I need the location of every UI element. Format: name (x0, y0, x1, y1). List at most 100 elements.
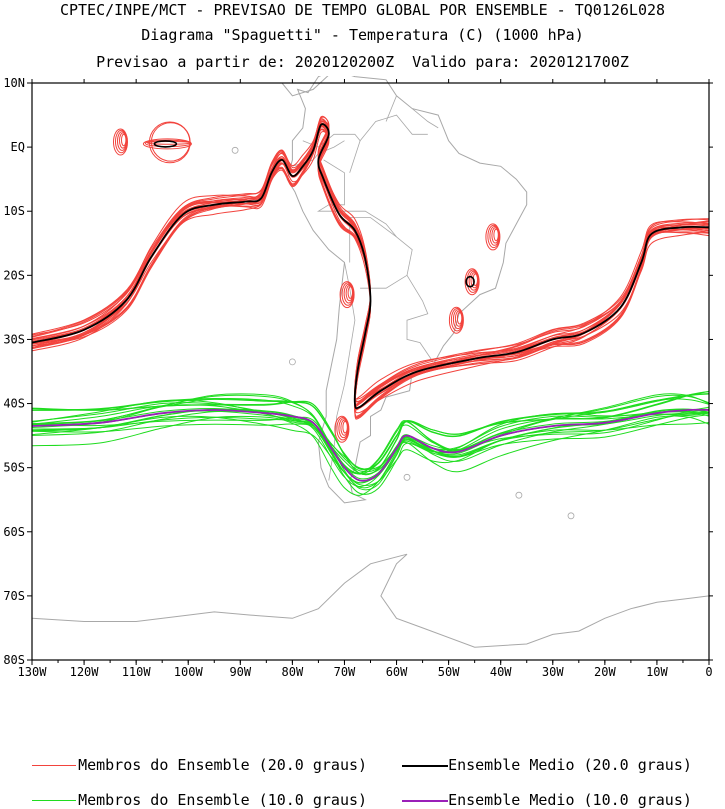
green-member-line (31, 404, 710, 475)
x-tick-label: 0 (705, 665, 712, 679)
chart-title-line-2: Diagrama "Spaguetti" - Temperatura (C) (… (141, 26, 584, 44)
red-member-line (31, 120, 710, 403)
red-member-line (31, 118, 710, 400)
legend-green-label: Membros do Ensemble (10.0 graus) (78, 791, 368, 809)
closed-contour-20c (456, 311, 463, 325)
island (288, 358, 296, 366)
country-border (328, 262, 356, 481)
closed-contour-20c (493, 228, 499, 242)
y-tick-label: EQ (11, 140, 25, 154)
red-member-line (31, 123, 710, 418)
country-border (349, 140, 361, 173)
legend-purple-label: Ensemble Medio (10.0 graus) (448, 791, 692, 809)
red-member-line (31, 115, 710, 403)
country-border (406, 275, 434, 363)
red-member-line (31, 124, 710, 406)
legend-red-members: Membros do Ensemble (20.0 graus) (14, 738, 367, 774)
red-member-line (31, 126, 710, 407)
red-member-line (31, 120, 710, 402)
y-tick-label: 40S (3, 397, 25, 411)
green-member-line (31, 402, 710, 473)
legend-red-label: Membros do Ensemble (20.0 graus) (78, 756, 368, 774)
closed-contour-20c (121, 133, 127, 147)
x-tick-label: 60W (386, 665, 408, 679)
country-border (411, 108, 439, 129)
y-tick-label: 80S (3, 653, 25, 667)
coastline-map (31, 76, 710, 648)
red-member-line (31, 126, 710, 408)
x-tick-label: 10W (646, 665, 668, 679)
ensemble-mean-10c-line (31, 408, 710, 482)
x-tick-label: 80W (282, 665, 304, 679)
y-tick-label: 20S (3, 268, 25, 282)
green-member-line (31, 398, 710, 475)
closed-contour-mean (153, 140, 178, 148)
legend-black-mean: Ensemble Medio (20.0 graus) (384, 738, 692, 774)
y-tick-label: 30S (3, 332, 25, 346)
red-member-line (31, 128, 710, 411)
closed-contour-20c (142, 138, 192, 150)
green-swatch (32, 800, 77, 801)
red-member-line (31, 123, 710, 419)
red-member-line (31, 125, 710, 409)
y-tick-label: 10N (3, 76, 25, 90)
x-tick-label: 30W (542, 665, 564, 679)
chart-title-line-3: Previsao a partir de: 2020120200Z Valido… (96, 53, 629, 71)
island (515, 491, 523, 499)
plot-frame (31, 82, 710, 661)
legend-green-members: Membros do Ensemble (10.0 graus) (14, 773, 367, 809)
south-america-coastline (286, 76, 528, 504)
antarctica-coastline (31, 553, 710, 648)
red-member-line (31, 125, 710, 410)
chart-title-line-1: CPTEC/INPE/MCT - PREVISAO DE TEMPO GLOBA… (59, 1, 666, 19)
x-tick-label: 20W (594, 665, 616, 679)
ensemble-mean-lines (31, 123, 710, 482)
y-tick-label: 70S (3, 589, 25, 603)
closed-contours (113, 121, 501, 443)
island (567, 512, 575, 520)
red-member-lines (31, 115, 710, 420)
country-border (385, 95, 397, 122)
red-member-line (31, 120, 710, 409)
x-tick-label: 70W (334, 665, 356, 679)
ensemble-mean-20c-line (31, 123, 710, 410)
x-tick-label: 120W (70, 665, 100, 679)
y-tick-label: 60S (3, 525, 25, 539)
closed-contour-mean (465, 275, 475, 288)
legend-black-label: Ensemble Medio (20.0 graus) (448, 756, 692, 774)
green-member-line (31, 394, 710, 474)
x-tick-label: 40W (490, 665, 512, 679)
axis-ticks: 130W 120W 110W 100W 90W 80W 70W 60W 50W 40W 30W 20W… (3, 76, 713, 679)
black-swatch (402, 764, 449, 767)
red-member-line (31, 121, 710, 405)
green-member-line (31, 414, 710, 495)
red-member-line (31, 122, 710, 417)
green-member-line (31, 393, 710, 475)
red-member-line (31, 131, 710, 414)
y-tick-label: 50S (3, 461, 25, 475)
x-tick-label: 110W (122, 665, 152, 679)
green-member-line (31, 412, 710, 489)
island (231, 146, 239, 154)
green-member-line (31, 406, 710, 491)
purple-swatch (402, 799, 449, 802)
legend-purple-mean: Ensemble Medio (10.0 graus) (384, 773, 692, 809)
closed-contour-20c (468, 270, 479, 291)
closed-contour-20c (347, 286, 353, 299)
x-tick-label: 90W (229, 665, 251, 679)
red-member-line (31, 125, 710, 420)
red-member-line (31, 129, 710, 411)
x-tick-label: 100W (174, 665, 204, 679)
red-swatch (32, 765, 77, 766)
closed-contour-20c (150, 122, 191, 162)
x-tick-label: 50W (438, 665, 460, 679)
y-tick-label: 10S (3, 204, 25, 218)
red-member-line (31, 116, 710, 400)
x-tick-label: 130W (18, 665, 48, 679)
red-member-line (31, 119, 710, 406)
spaghetti-chart: 130W 120W 110W 100W 90W 80W 70W 60W 50W 40W 30W 20W… (3, 76, 713, 679)
country-border (316, 159, 397, 238)
green-member-line (31, 410, 710, 482)
green-member-lines (31, 390, 710, 496)
caribbean-coastline (281, 76, 356, 97)
